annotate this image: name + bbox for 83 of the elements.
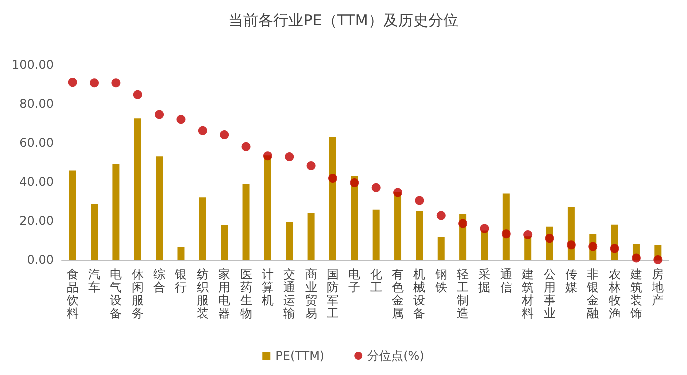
- point: [350, 178, 360, 188]
- point: [133, 90, 142, 100]
- bar: [438, 236, 445, 260]
- point: [480, 224, 490, 234]
- point: [372, 183, 381, 192]
- x-tick-label: 非银金融: [586, 268, 600, 320]
- point: [242, 142, 251, 152]
- x-tick-label: 机械设备: [414, 268, 426, 320]
- point: [610, 244, 620, 254]
- x-tick-label: 综合: [154, 268, 166, 294]
- point: [198, 126, 208, 136]
- point: [68, 78, 78, 88]
- bar: [178, 247, 185, 260]
- x-tick-label: 医药生物: [240, 268, 252, 320]
- bar: [481, 230, 488, 260]
- y-tick-label: 40.00: [20, 175, 54, 189]
- bar: [221, 225, 228, 260]
- point: [176, 115, 186, 124]
- x-tick-label: 交通运输: [284, 268, 296, 320]
- x-tick-label: 银行: [174, 268, 188, 294]
- y-tick-label: 100.00: [12, 58, 54, 72]
- point: [436, 211, 446, 220]
- x-tick-label: 国防军工: [326, 268, 339, 320]
- x-tick-label: 食品饮料: [66, 268, 79, 320]
- point: [632, 254, 641, 263]
- bar: [286, 222, 294, 260]
- x-tick-label: 建筑装饰: [629, 268, 642, 320]
- point: [220, 130, 230, 140]
- x-tick-label: 电气设备: [110, 268, 122, 320]
- x-tick-label: 轻工制造: [457, 268, 470, 320]
- x-tick-label: 通信: [500, 268, 512, 294]
- chart-title: 当前各行业PE（TTM）及历史分位: [228, 12, 458, 30]
- point: [306, 162, 316, 171]
- bar: [199, 198, 206, 260]
- point: [588, 242, 598, 252]
- y-tick-label: 60.00: [20, 136, 54, 150]
- point: [545, 234, 554, 244]
- bar: [91, 204, 98, 260]
- x-tick-label: 纺织服装: [196, 268, 209, 320]
- point: [112, 78, 121, 88]
- bar: [524, 236, 532, 260]
- x-tick-label: 公用事业: [544, 268, 556, 320]
- x-tick-label: 采掘: [478, 268, 491, 294]
- x-tick-label: 电子: [348, 268, 361, 294]
- x-tick-label: 钢铁: [434, 268, 448, 294]
- bar: [242, 184, 250, 260]
- x-tick-label: 汽车: [88, 268, 101, 294]
- bar: [156, 156, 164, 260]
- bar: [329, 137, 336, 260]
- point: [524, 230, 533, 240]
- bar: [308, 213, 315, 260]
- point: [155, 110, 164, 120]
- point: [458, 219, 468, 228]
- legend-label: 分位点(%): [368, 349, 424, 363]
- point: [263, 152, 272, 161]
- legend-label: PE(TTM): [276, 349, 325, 363]
- bar: [351, 176, 358, 260]
- point: [415, 196, 424, 206]
- y-tick-label: 0.00: [27, 253, 54, 267]
- bar: [416, 211, 424, 260]
- point: [654, 256, 663, 264]
- y-tick-label: 80.00: [20, 97, 54, 111]
- x-tick-label: 建筑材料: [521, 268, 534, 320]
- point: [502, 230, 511, 239]
- x-tick-label: 休闲服务: [132, 268, 144, 320]
- x-tick-label: 房地产: [651, 268, 664, 308]
- x-tick-label: 商业贸易: [305, 268, 318, 320]
- point: [394, 188, 403, 198]
- y-tick-label: 20.00: [20, 214, 54, 228]
- bar: [69, 170, 76, 260]
- point: [566, 240, 576, 250]
- bar: [134, 118, 142, 260]
- point: [328, 174, 338, 183]
- x-tick-label: 计算机: [262, 268, 274, 308]
- x-tick-label: 家用电器: [218, 268, 231, 320]
- x-tick-label: 农林牧渔: [608, 268, 621, 320]
- point: [90, 78, 100, 88]
- x-tick-label: 化工: [370, 268, 382, 294]
- point: [285, 152, 294, 162]
- bar: [112, 164, 120, 260]
- x-tick-label: 传媒: [565, 268, 578, 294]
- bar: [372, 210, 380, 260]
- x-tick-label: 有色金属: [392, 268, 404, 320]
